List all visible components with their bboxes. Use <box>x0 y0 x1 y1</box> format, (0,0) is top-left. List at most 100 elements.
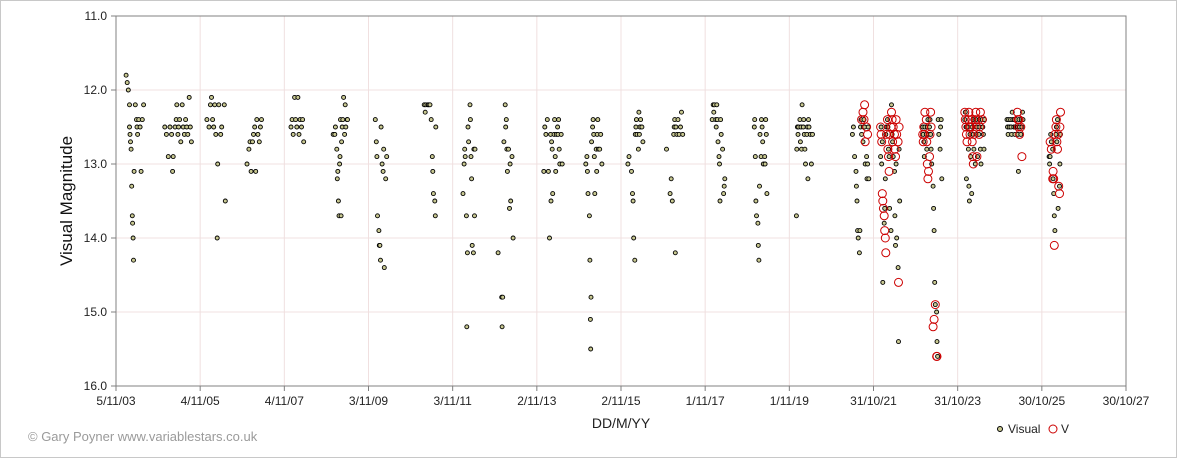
visual-point <box>345 117 350 123</box>
v-point <box>877 189 887 199</box>
visual-point <box>855 235 861 241</box>
visual-point <box>381 146 387 152</box>
visual-point <box>165 154 171 160</box>
visual-point <box>507 161 513 167</box>
visual-point <box>244 161 250 167</box>
visual-point <box>504 168 510 174</box>
visual-point <box>1055 117 1060 123</box>
visual-point <box>633 124 639 130</box>
visual-point <box>555 124 561 130</box>
visual-point <box>128 146 134 152</box>
v-point <box>1049 240 1059 250</box>
x-tick-label: 1/11/19 <box>770 394 809 408</box>
visual-point <box>930 183 936 189</box>
visual-point <box>669 198 675 204</box>
visual-point <box>509 154 515 160</box>
visual-point <box>558 131 564 137</box>
visual-point <box>177 117 183 123</box>
v-point <box>1055 122 1065 132</box>
v-point <box>968 152 978 162</box>
visual-point <box>469 242 475 248</box>
visual-point <box>378 124 384 130</box>
visual-point <box>128 139 133 145</box>
visual-point <box>1018 131 1024 137</box>
legend-v-marker <box>1048 424 1058 434</box>
visual-point <box>625 161 631 167</box>
v-point <box>932 351 942 361</box>
visual-point <box>794 146 800 152</box>
visual-point <box>795 131 801 137</box>
visual-point <box>928 131 934 137</box>
visual-point <box>673 124 679 130</box>
visual-point <box>934 339 940 345</box>
visual-point <box>589 139 595 145</box>
visual-point <box>470 250 476 256</box>
visual-point <box>462 154 468 160</box>
v-point <box>883 144 893 154</box>
x-axis: 5/11/03 4/11/05 4/11/07 3/11/09 3/11/11 2/11/… <box>96 386 1150 408</box>
visual-point <box>635 146 641 152</box>
visual-point <box>632 257 638 263</box>
visual-point <box>721 191 727 197</box>
x-tick-label: 30/10/27 <box>1103 394 1150 408</box>
visual-point <box>466 139 472 145</box>
visual-point <box>176 124 182 130</box>
visual-point <box>186 94 192 100</box>
visual-point <box>722 176 728 182</box>
visual-point <box>636 131 642 137</box>
v-point <box>1056 107 1065 117</box>
visual-point <box>211 124 217 130</box>
visual-point <box>250 139 255 145</box>
visual-point <box>127 131 133 137</box>
y-tick-label: 15.0 <box>84 305 108 319</box>
visual-point <box>752 117 758 123</box>
visual-point <box>503 117 509 123</box>
visual-point <box>805 176 811 182</box>
visual-point <box>124 80 130 86</box>
visual-point <box>679 109 684 115</box>
visual-point <box>460 191 466 197</box>
visual-point <box>587 257 593 263</box>
visual-point <box>1051 213 1057 219</box>
visual-point <box>588 294 594 300</box>
visual-point <box>556 117 562 123</box>
visual-point <box>301 139 307 145</box>
visual-point <box>932 279 938 285</box>
visual-point <box>384 154 390 160</box>
visual-point <box>937 146 943 152</box>
visual-point <box>1057 183 1062 189</box>
v-point <box>968 159 978 169</box>
visual-point <box>639 124 645 130</box>
visual-point <box>545 168 551 174</box>
grid-lines <box>116 16 1126 386</box>
visual-point <box>256 139 262 145</box>
visual-point <box>290 131 296 137</box>
visual-point <box>672 250 678 256</box>
visual-point <box>763 117 769 123</box>
visual-point <box>590 124 596 130</box>
visual-point <box>810 131 815 137</box>
visual-point <box>664 146 669 152</box>
visual-point <box>928 146 934 152</box>
v-point <box>1053 144 1062 154</box>
visual-point <box>187 124 193 130</box>
visual-point <box>216 102 222 108</box>
visual-point <box>931 228 937 234</box>
visual-point <box>584 168 590 174</box>
visual-point <box>377 242 383 248</box>
visual-point <box>123 72 129 78</box>
y-tick-label: 13.0 <box>84 157 108 171</box>
visual-point <box>938 117 944 123</box>
visual-point <box>668 176 674 182</box>
visual-point <box>757 131 763 137</box>
visual-point <box>888 228 894 234</box>
visual-point <box>866 176 872 182</box>
visual-point <box>131 257 136 263</box>
visual-point <box>713 124 719 130</box>
visual-point <box>720 146 726 152</box>
visual-point <box>857 228 863 234</box>
visual-point <box>472 213 477 219</box>
visual-point <box>185 131 191 137</box>
visual-point <box>717 161 722 167</box>
